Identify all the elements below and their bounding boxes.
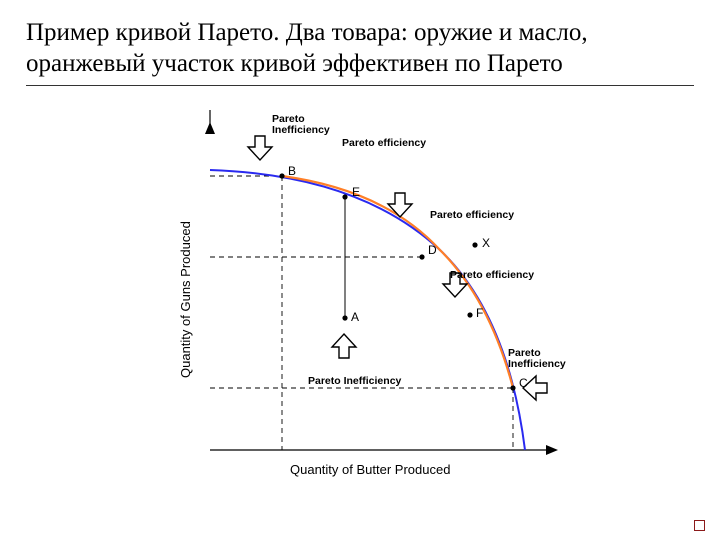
slide-title: Пример кривой Парето. Два товара: оружие… [26,18,694,79]
ppf-chart: ParetoInefficiency Pareto efficiency Par… [130,110,600,510]
point-A [342,315,347,320]
ann-ineff-right: ParetoInefficiency [508,348,566,370]
ann-eff-low: Pareto efficiency [450,270,534,281]
label-B: B [288,164,296,178]
ann-eff-top: Pareto efficiency [342,138,426,149]
point-E [342,194,347,199]
point-F [467,312,472,317]
point-C [510,385,515,390]
axes [205,110,558,455]
arrow-down-1 [248,136,272,160]
x-axis-arrow [546,445,558,455]
slide-bullet-marker [694,520,705,531]
label-A: A [351,310,359,324]
ann-eff-mid: Pareto efficiency [430,210,514,221]
label-E: E [352,185,360,199]
arrow-up-1 [332,334,356,358]
ann-ineff-top: ParetoInefficiency [272,114,330,136]
x-axis-label: Quantity of Butter Produced [290,462,450,477]
title-rule [26,85,694,86]
point-B [279,173,284,178]
point-D [419,254,424,259]
ann-ineff-right-text: ParetoInefficiency [508,347,566,370]
label-C: C [519,376,528,390]
label-D: D [428,243,437,257]
slide: Пример кривой Парето. Два товара: оружие… [0,0,720,540]
title-block: Пример кривой Парето. Два товара: оружие… [26,18,694,86]
ann-ineff-top-text: ParetoInefficiency [272,113,330,136]
chart-svg [130,110,600,510]
y-axis-label: Quantity of Guns Produced [178,221,193,378]
ann-ineff-bot: Pareto Inefficiency [308,376,401,387]
point-X [472,242,477,247]
label-X: X [482,236,490,250]
y-axis-arrow [205,122,215,134]
label-F: F [476,306,483,320]
